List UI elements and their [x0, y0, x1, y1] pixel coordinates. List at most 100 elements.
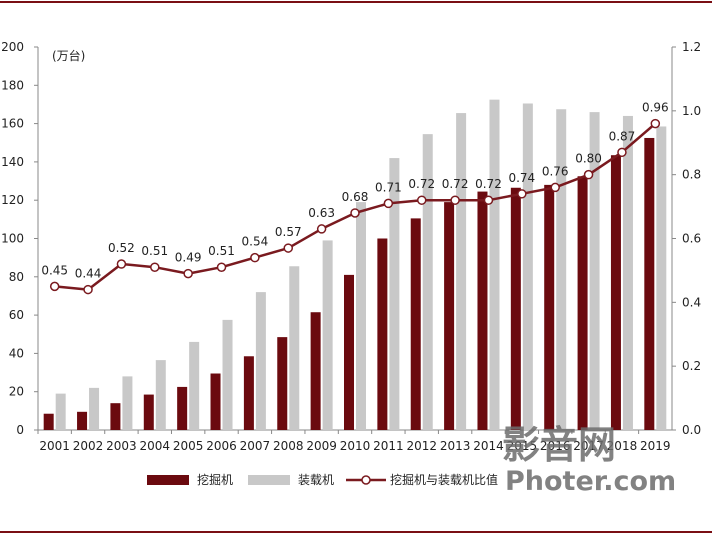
- x-tick-label: 2005: [173, 439, 204, 453]
- watermark-line2: Photer.com: [505, 466, 676, 497]
- bar-excavator: [310, 312, 321, 430]
- bar-loader: [189, 341, 200, 430]
- x-tick-label: 2001: [39, 439, 70, 453]
- bar-loader: [622, 115, 633, 430]
- x-tick-label: 2008: [273, 439, 304, 453]
- bar-excavator: [377, 238, 388, 430]
- ratio-point: [216, 262, 227, 272]
- bar-excavator: [477, 191, 488, 430]
- right-tick-label: 0.8: [682, 168, 701, 182]
- left-tick-label: 140: [1, 155, 24, 169]
- left-tick-label: 180: [1, 78, 24, 92]
- bar-loader: [422, 134, 433, 430]
- ratio-point: [49, 281, 60, 292]
- ratio-point: [250, 252, 260, 263]
- y-unit-label: (万台): [52, 48, 85, 63]
- ratio-data-label: 0.74: [508, 171, 535, 185]
- ratio-data-label: 0.52: [108, 241, 135, 255]
- bar-excavator: [544, 184, 555, 430]
- bar-loader: [289, 266, 300, 430]
- ratio-data-label: 0.45: [41, 263, 68, 277]
- ratio-data-label: 0.49: [175, 251, 202, 265]
- x-tick-label: 2011: [373, 439, 404, 453]
- bar-loader: [456, 113, 467, 430]
- ratio-data-label: 0.63: [308, 206, 335, 220]
- bar-excavator: [210, 373, 221, 430]
- ratio-data-label: 0.96: [642, 101, 669, 115]
- bar-excavator: [77, 411, 88, 430]
- bar-excavator: [410, 218, 421, 430]
- ratio-point: [617, 147, 627, 158]
- legend-label-excavator: 挖掘机: [197, 472, 233, 487]
- ratio-data-label: 0.68: [342, 190, 369, 204]
- bar-excavator: [243, 356, 254, 430]
- ratio-point: [416, 195, 427, 205]
- x-tick-label: 2003: [106, 439, 137, 453]
- ratio-data-label: 0.51: [141, 244, 168, 258]
- right-tick-label: 0.2: [682, 359, 701, 373]
- ratio-data-label: 0.54: [242, 235, 269, 249]
- legend-swatch-loader: [248, 475, 290, 485]
- bars: [43, 99, 667, 431]
- ratio-data-label: 0.72: [475, 177, 502, 191]
- x-tick-label: 2014: [473, 439, 504, 453]
- x-tick-label: 2017: [573, 439, 604, 453]
- bar-loader: [322, 240, 333, 430]
- bar-loader: [222, 319, 233, 430]
- top-rule: [0, 1, 712, 3]
- bar-excavator: [43, 413, 54, 430]
- ratio-point: [650, 118, 661, 129]
- ratio-data-label: 0.44: [75, 267, 102, 281]
- bar-excavator: [177, 386, 188, 430]
- bar-loader: [255, 292, 266, 430]
- x-tick-label: 2016: [540, 439, 571, 453]
- bar-excavator: [277, 337, 288, 430]
- ratio-point: [583, 169, 594, 180]
- legend: 挖掘机 装载机 挖掘机与装载机比值: [147, 472, 498, 487]
- ratio-point: [283, 243, 294, 253]
- bar-loader: [55, 393, 66, 430]
- ratio-point: [350, 208, 360, 218]
- x-tick-label: 2018: [607, 439, 638, 453]
- bar-excavator: [444, 202, 455, 430]
- legend-label-ratio: 挖掘机与装载机比值: [390, 472, 498, 487]
- bar-excavator: [577, 176, 588, 430]
- bar-excavator: [110, 403, 121, 430]
- ratio-data-label: 0.72: [442, 177, 469, 191]
- ratio-point: [150, 262, 160, 272]
- x-tick-label: 2013: [440, 439, 471, 453]
- ratio-point: [83, 284, 93, 295]
- bar-loader: [489, 99, 500, 430]
- x-tick-label: 2010: [340, 439, 371, 453]
- bar-excavator: [510, 187, 521, 430]
- left-tick-label: 40: [9, 346, 24, 360]
- ratio-data-label: 0.51: [208, 244, 235, 258]
- ratio-point: [183, 268, 193, 279]
- watermark-line1: 影音网: [502, 423, 616, 467]
- left-tick-label: 200: [1, 40, 24, 54]
- x-tick-label: 2004: [140, 439, 171, 453]
- bar-excavator: [644, 137, 655, 430]
- x-tick-label: 2015: [507, 439, 538, 453]
- right-tick-label: 1.2: [682, 40, 701, 54]
- x-tick-label: 2002: [73, 439, 104, 453]
- x-tick-label: 2012: [406, 439, 437, 453]
- legend-label-loader: 装载机: [298, 473, 334, 487]
- right-tick-label: 0.4: [682, 295, 701, 309]
- left-tick-label: 100: [1, 232, 24, 246]
- axes: 0 20 40 60 80 100 120 140 160 180 200 0.0 0.2 0.4 0.6 0…: [1, 40, 701, 453]
- bar-loader: [356, 202, 366, 430]
- left-tick-label: 80: [9, 270, 24, 284]
- ratio-data-label: 0.76: [542, 164, 569, 178]
- ratio-point: [550, 182, 560, 193]
- data-labels: 0.45 0.44 0.52 0.51 0.49 0.51 0.54 0.57 0.63 0.68…: [41, 101, 668, 281]
- ratio-data-label: 0.87: [609, 129, 636, 143]
- left-tick-label: 0: [16, 423, 24, 437]
- ratio-line: [49, 118, 661, 295]
- ratio-point: [483, 195, 494, 205]
- bar-loader: [389, 158, 400, 430]
- bar-loader: [155, 360, 166, 430]
- x-tick-label: 2019: [640, 439, 671, 453]
